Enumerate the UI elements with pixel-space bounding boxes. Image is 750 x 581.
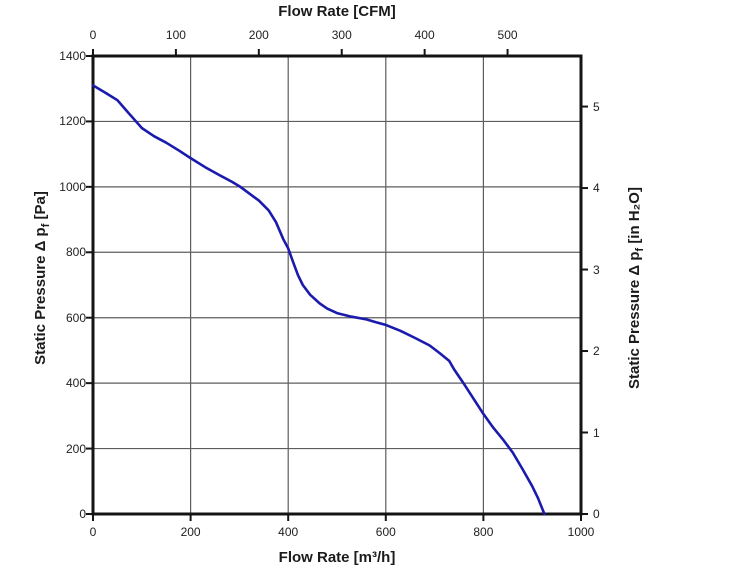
left-axis-tick-label: 400 [65, 376, 86, 391]
top-axis-tick-label: 0 [89, 28, 97, 42]
right-axis-tick-label: 5 [593, 99, 600, 114]
right-axis-title-unit: [in H₂O] [626, 187, 643, 248]
top-axis-tick-label: 300 [331, 28, 352, 42]
bottom-axis-tick-label: 600 [375, 525, 396, 539]
top-axis-title: Flow Rate [CFM] [278, 3, 396, 20]
top-axis-tick-label: 200 [248, 28, 269, 42]
bottom-axis-tick-label: 200 [180, 525, 201, 539]
left-axis-tick-label: 200 [65, 441, 86, 456]
plot-border [91, 54, 583, 516]
top-axis-tick-label: 500 [497, 28, 518, 42]
right-axis-tick-label: 4 [593, 181, 600, 196]
left-axis-title-subscript: f [40, 223, 52, 228]
left-axis-tick-label: 1000 [59, 179, 86, 194]
bottom-axis-title: Flow Rate [m³/h] [278, 549, 396, 566]
bottom-axis-tick-label: 1000 [567, 525, 595, 539]
top-axis-tick-label: 400 [414, 28, 435, 42]
right-axis-tick-label: 0 [593, 507, 600, 521]
right-axis-title: Static Pressure Δ pf [in H₂O] [626, 187, 646, 389]
right-axis-title-subscript: f [634, 247, 646, 252]
right-axis-title-text: Static Pressure Δ p [626, 251, 643, 389]
right-axis-tick-label: 2 [593, 344, 600, 359]
right-axis-tick-label: 3 [593, 262, 600, 277]
left-axis-title-unit: [Pa] [32, 191, 49, 224]
bottom-axis-tick-label: 0 [89, 525, 97, 539]
left-axis-tick-label: 600 [65, 310, 86, 325]
top-axis-tick-label: 100 [165, 28, 186, 42]
fan-static-pressure-curve [91, 84, 546, 516]
left-axis-tick-label: 800 [65, 245, 86, 260]
left-axis-tick-label: 0 [79, 507, 86, 521]
left-axis-title: Static Pressure Δ pf [Pa] [32, 191, 52, 365]
left-axis-tick-label: 1200 [59, 114, 86, 129]
right-axis-tick-label: 1 [593, 425, 600, 440]
bottom-axis-tick-label: 800 [473, 525, 494, 539]
left-axis-tick-label: 1400 [59, 49, 86, 63]
bottom-axis-tick-label: 400 [278, 525, 299, 539]
